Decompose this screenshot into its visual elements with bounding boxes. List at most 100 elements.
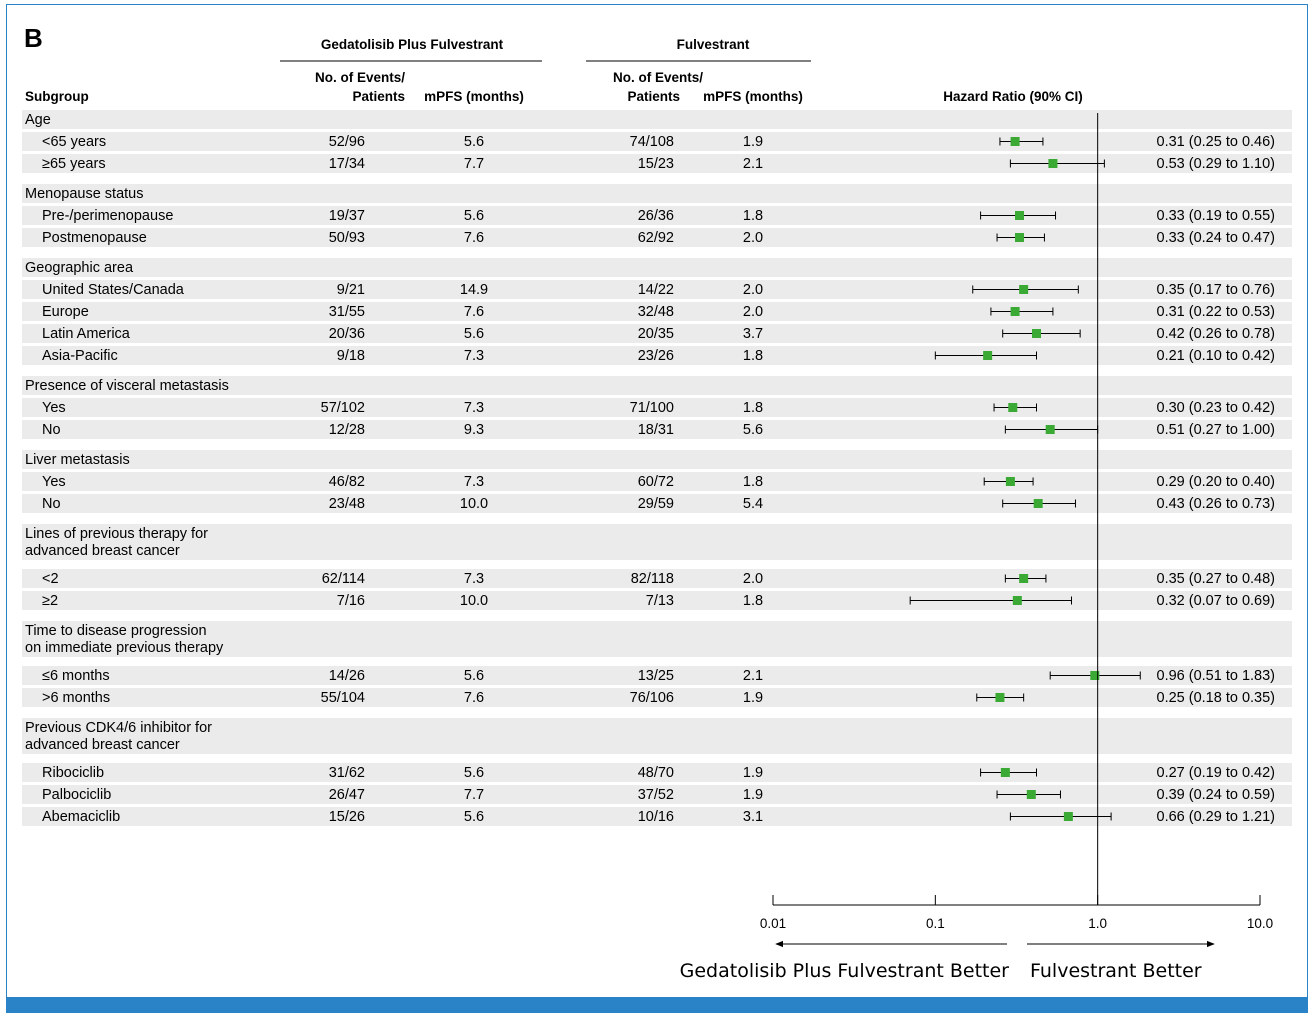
subgroup-category-label: Menopause status bbox=[25, 186, 144, 202]
fulvestrant-mpfs-cell: 5.6 bbox=[743, 422, 763, 438]
subgroup-header: Subgroup bbox=[25, 89, 89, 104]
fulvestrant-events-cell: 15/23 bbox=[638, 156, 674, 172]
row-background bbox=[22, 591, 1292, 610]
gedatolisib-events-cell: 52/96 bbox=[329, 134, 365, 150]
fulvestrant-mpfs-cell: 1.8 bbox=[743, 593, 763, 609]
gedatolisib-events-cell: 23/48 bbox=[329, 496, 365, 512]
gedatolisib-events-cell: 17/34 bbox=[329, 156, 365, 172]
gedatolisib-events-cell: 7/16 bbox=[337, 593, 365, 609]
hazard-ratio-marker bbox=[1019, 574, 1029, 583]
subgroup-label: >6 months bbox=[42, 690, 110, 706]
fulvestrant-events-cell: 32/48 bbox=[638, 304, 674, 320]
gedatolisib-events-cell: 55/104 bbox=[321, 690, 365, 706]
gedatolisib-mpfs-cell: 7.7 bbox=[464, 787, 484, 803]
hazard-ratio-ci-text: 0.21 (0.10 to 0.42) bbox=[1157, 348, 1276, 364]
hazard-ratio-ci-text: 0.96 (0.51 to 1.83) bbox=[1157, 668, 1276, 684]
subgroup-label: Pre-/perimenopause bbox=[42, 208, 173, 224]
fulvestrant-events-cell: 62/92 bbox=[638, 230, 674, 246]
gedatolisib-events-cell: 50/93 bbox=[329, 230, 365, 246]
row-background bbox=[22, 763, 1292, 782]
subgroup-category-label: Time to disease progression bbox=[25, 623, 207, 639]
fulvestrant-events-cell: 82/118 bbox=[631, 571, 674, 587]
hazard-ratio-ci-text: 0.43 (0.26 to 0.73) bbox=[1157, 496, 1276, 512]
fulvestrant-events-cell: 76/106 bbox=[630, 690, 674, 706]
fulvestrant-events-cell: 71/100 bbox=[630, 400, 674, 416]
row-background bbox=[22, 398, 1292, 417]
subgroup-label: No bbox=[42, 422, 61, 438]
hazard-ratio-marker bbox=[1063, 812, 1073, 821]
gedatolisib-mpfs-cell: 7.6 bbox=[464, 690, 484, 706]
subgroup-label: Yes bbox=[42, 400, 66, 416]
row-background bbox=[22, 621, 1292, 657]
hazard-ratio-ci-text: 0.35 (0.17 to 0.76) bbox=[1157, 282, 1276, 298]
hazard-ratio-header: Hazard Ratio (90% CI) bbox=[943, 89, 1083, 104]
hazard-ratio-marker bbox=[1090, 671, 1100, 680]
hazard-ratio-marker bbox=[1045, 425, 1055, 434]
row-background bbox=[22, 324, 1292, 343]
fulvestrant-mpfs-cell: 3.7 bbox=[743, 326, 763, 342]
group2-header: Fulvestrant bbox=[677, 37, 750, 52]
gedatolisib-mpfs-cell: 7.6 bbox=[464, 230, 484, 246]
hazard-ratio-ci-text: 0.25 (0.18 to 0.35) bbox=[1157, 690, 1276, 706]
gedatolisib-mpfs-cell: 5.6 bbox=[464, 765, 484, 781]
gedatolisib-mpfs-cell: 10.0 bbox=[460, 496, 488, 512]
gedatolisib-events-cell: 19/37 bbox=[329, 208, 365, 224]
fulvestrant-mpfs-cell: 1.8 bbox=[743, 400, 763, 416]
hazard-ratio-marker bbox=[1033, 499, 1043, 508]
row-background bbox=[22, 228, 1292, 247]
footer-bar bbox=[6, 997, 1308, 1013]
fulvestrant-events-cell: 37/52 bbox=[638, 787, 674, 803]
fulvestrant-mpfs-cell: 2.0 bbox=[743, 304, 763, 320]
hazard-ratio-marker bbox=[1005, 477, 1015, 486]
subgroup-category-label: Geographic area bbox=[25, 260, 134, 276]
subgroup-category-label: Liver metastasis bbox=[25, 452, 130, 468]
subgroup-label: Latin America bbox=[42, 326, 131, 342]
hazard-ratio-marker bbox=[1032, 329, 1042, 338]
row-background bbox=[22, 346, 1292, 365]
subgroup-label: Palbociclib bbox=[42, 787, 111, 803]
hazard-ratio-marker bbox=[995, 693, 1005, 702]
group1-mpfs-header: mPFS (months) bbox=[424, 89, 524, 104]
x-tick-label: 10.0 bbox=[1247, 916, 1273, 931]
x-tick-label: 1.0 bbox=[1088, 916, 1107, 931]
row-background bbox=[22, 154, 1292, 173]
fulvestrant-events-cell: 14/22 bbox=[638, 282, 674, 298]
gedatolisib-mpfs-cell: 7.7 bbox=[464, 156, 484, 172]
subgroup-category-label: Lines of previous therapy for bbox=[25, 526, 208, 542]
fulvestrant-mpfs-cell: 2.0 bbox=[743, 230, 763, 246]
fulvestrant-events-cell: 23/26 bbox=[638, 348, 674, 364]
fulvestrant-mpfs-cell: 2.1 bbox=[743, 156, 763, 172]
row-background bbox=[22, 524, 1292, 560]
fulvestrant-events-cell: 13/25 bbox=[638, 668, 674, 684]
hazard-ratio-marker bbox=[1000, 768, 1010, 777]
row-background bbox=[22, 450, 1292, 469]
subgroup-label: Asia-Pacific bbox=[42, 348, 118, 364]
hazard-ratio-marker bbox=[983, 351, 993, 360]
subgroup-category-label: Presence of visceral metastasis bbox=[25, 378, 229, 394]
row-background bbox=[22, 494, 1292, 513]
subgroup-label: ≥65 years bbox=[42, 156, 106, 172]
hazard-ratio-marker bbox=[1008, 403, 1018, 412]
row-background bbox=[22, 302, 1292, 321]
hazard-ratio-marker bbox=[1010, 307, 1020, 316]
row-background bbox=[22, 688, 1292, 707]
gedatolisib-mpfs-cell: 5.6 bbox=[464, 668, 484, 684]
fulvestrant-events-cell: 26/36 bbox=[638, 208, 674, 224]
gedatolisib-mpfs-cell: 5.6 bbox=[464, 809, 484, 825]
fulvestrant-events-cell: 48/70 bbox=[638, 765, 674, 781]
hazard-ratio-ci-text: 0.51 (0.27 to 1.00) bbox=[1157, 422, 1276, 438]
hazard-ratio-ci-text: 0.27 (0.19 to 0.42) bbox=[1157, 765, 1276, 781]
row-background bbox=[22, 666, 1292, 685]
subgroup-label: Yes bbox=[42, 474, 66, 490]
fulvestrant-mpfs-cell: 2.1 bbox=[743, 668, 763, 684]
group1-header: Gedatolisib Plus Fulvestrant bbox=[321, 37, 504, 52]
gedatolisib-events-cell: 9/21 bbox=[337, 282, 365, 298]
hazard-ratio-marker bbox=[1048, 159, 1058, 168]
row-background bbox=[22, 785, 1292, 804]
gedatolisib-mpfs-cell: 5.6 bbox=[464, 134, 484, 150]
hazard-ratio-marker bbox=[1012, 596, 1022, 605]
panel-label: B bbox=[24, 23, 43, 53]
row-background bbox=[22, 280, 1292, 299]
row-background bbox=[22, 569, 1292, 588]
